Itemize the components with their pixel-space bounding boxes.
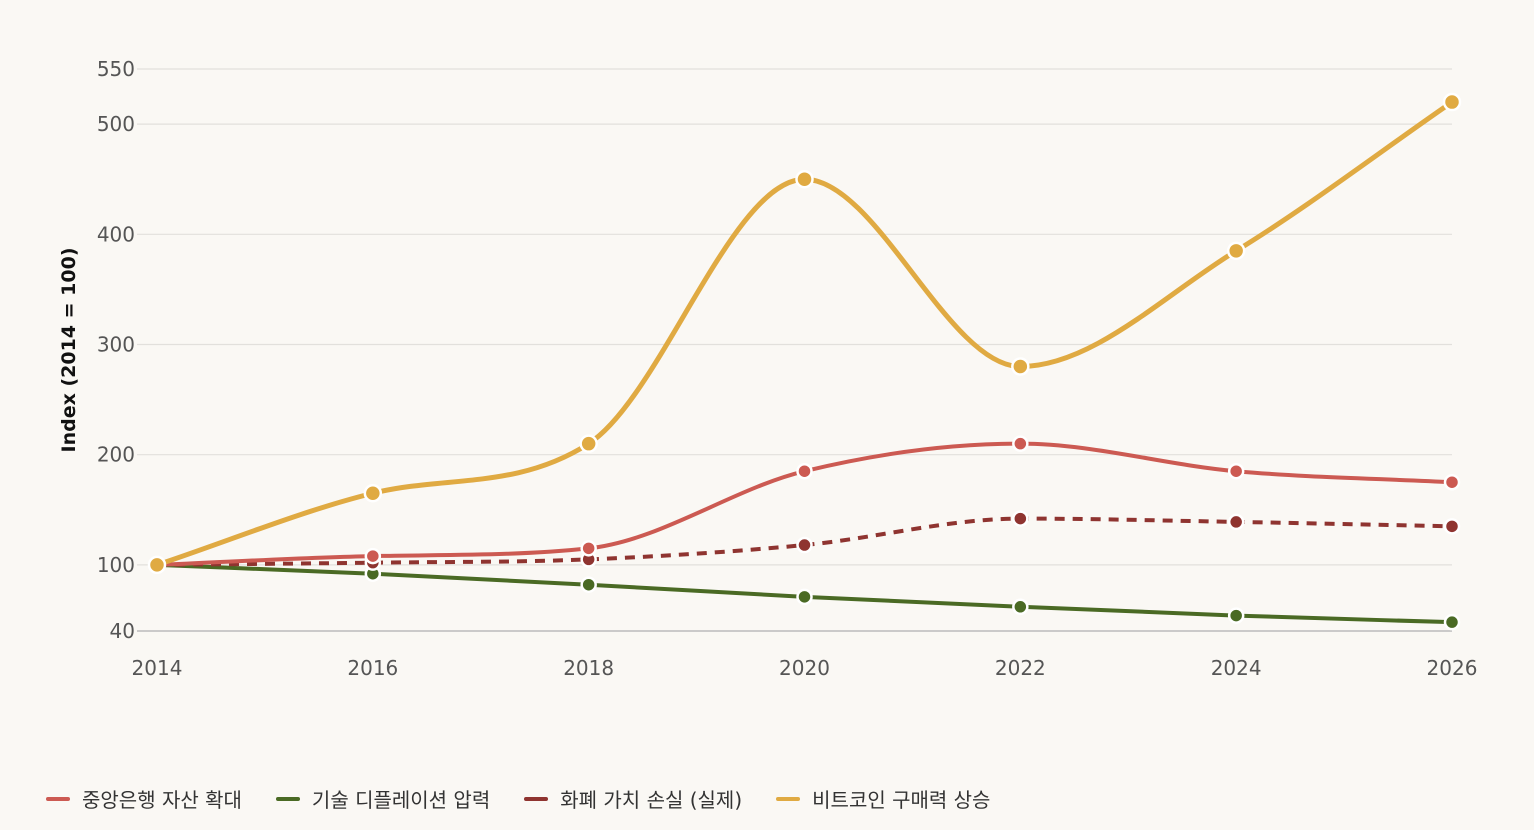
legend-label-currency-loss: 화폐 가치 손실 (실제) xyxy=(560,788,743,812)
data-point[interactable] xyxy=(1227,607,1245,624)
legend-swatch-tech-deflation xyxy=(275,796,300,801)
series-2 xyxy=(148,510,1461,574)
data-point[interactable] xyxy=(1012,435,1029,452)
data-point[interactable] xyxy=(1227,462,1245,480)
data-point[interactable] xyxy=(1012,510,1029,527)
data-point[interactable] xyxy=(796,536,813,554)
legend-label-tech-deflation: 기술 디플레이션 압력 xyxy=(311,788,491,812)
data-point[interactable] xyxy=(1012,598,1029,616)
y-tick-label: 200 xyxy=(97,443,135,467)
series-3 xyxy=(147,92,1462,575)
y-axis-ticks: 40 100 200 300 400 500 550 xyxy=(97,57,135,643)
x-tick-label: 2018 xyxy=(563,656,614,680)
y-tick-label: 300 xyxy=(97,332,135,356)
data-point[interactable] xyxy=(1443,518,1461,535)
legend-swatch-currency-loss xyxy=(524,796,549,801)
legend-item-tech-deflation[interactable]: 기술 디플레이션 압력 xyxy=(275,784,491,813)
x-tick-label: 2016 xyxy=(347,656,398,680)
data-point[interactable] xyxy=(1442,92,1462,112)
x-tick-label: 2014 xyxy=(132,656,183,680)
data-point[interactable] xyxy=(580,540,597,557)
data-point[interactable] xyxy=(1443,473,1461,491)
y-tick-label: 550 xyxy=(97,57,135,81)
legend-item-bitcoin[interactable]: 비트코인 구매력 상승 xyxy=(776,784,990,813)
data-point[interactable] xyxy=(796,462,813,480)
data-point[interactable] xyxy=(1226,241,1246,261)
legend: 중앙은행 자산 확대 기술 디플레이션 압력 화폐 가치 손실 (실제) 비트코… xyxy=(46,784,990,813)
data-point[interactable] xyxy=(1227,513,1245,531)
y-axis-label: Index (2014 = 100) xyxy=(58,247,80,452)
x-tick-label: 2020 xyxy=(779,656,830,680)
data-point[interactable] xyxy=(1011,357,1030,376)
legend-swatch-bitcoin xyxy=(776,796,801,801)
legend-label-bitcoin: 비트코인 구매력 상승 xyxy=(812,788,991,812)
x-tick-label: 2022 xyxy=(995,656,1046,680)
data-point[interactable] xyxy=(364,547,382,565)
y-tick-label: 500 xyxy=(97,112,135,136)
y-tick-label: 40 xyxy=(110,619,135,643)
legend-item-central-bank[interactable]: 중앙은행 자산 확대 xyxy=(46,784,242,813)
data-point[interactable] xyxy=(579,434,598,453)
y-tick-label: 400 xyxy=(97,222,135,246)
series-group xyxy=(147,92,1462,631)
y-tick-label: 100 xyxy=(97,553,135,577)
line-chart: 40 100 200 300 400 500 550 2014 2016 2018 2020 202… xyxy=(58,57,1478,680)
data-point[interactable] xyxy=(795,169,814,189)
data-point[interactable] xyxy=(147,555,167,575)
grid-lines xyxy=(137,68,1452,566)
data-point[interactable] xyxy=(796,588,813,606)
data-point[interactable] xyxy=(363,484,383,503)
legend-label-central-bank: 중앙은행 자산 확대 xyxy=(82,788,242,812)
series-1 xyxy=(148,556,1461,631)
legend-swatch-central-bank xyxy=(46,796,70,801)
data-point[interactable] xyxy=(580,576,597,593)
x-axis-ticks: 2014 2016 2018 2020 2022 2024 2026 xyxy=(132,656,1478,680)
data-point[interactable] xyxy=(1443,613,1461,631)
legend-item-currency-loss[interactable]: 화폐 가치 손실 (실제) xyxy=(524,784,742,813)
x-tick-label: 2026 xyxy=(1427,656,1478,680)
x-tick-label: 2024 xyxy=(1211,656,1262,680)
